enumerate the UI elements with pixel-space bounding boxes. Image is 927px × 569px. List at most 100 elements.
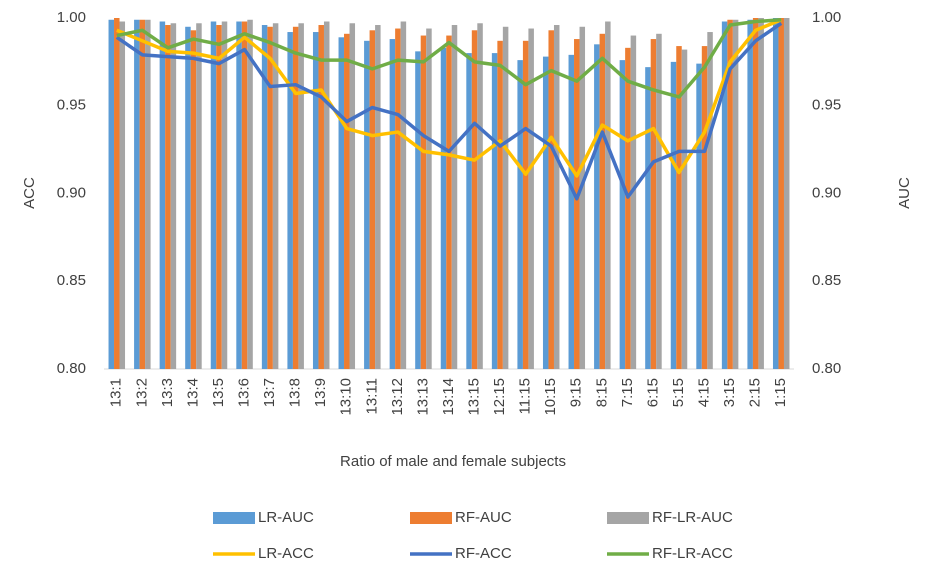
bar (170, 23, 177, 369)
bar (594, 44, 600, 369)
bar (491, 53, 498, 369)
legend-swatch (607, 512, 649, 524)
bar (415, 51, 421, 369)
bar (548, 30, 554, 369)
bar (364, 40, 370, 369)
bar (727, 19, 733, 369)
bar (190, 30, 197, 369)
x-tick-label: 6:15 (644, 378, 661, 407)
bar (375, 25, 381, 370)
x-tick-label: 13:1 (108, 378, 125, 407)
bar (466, 53, 472, 369)
bar (625, 47, 631, 370)
bar (522, 40, 529, 369)
bar (497, 40, 503, 369)
y-tick-label: 0.95 (57, 97, 86, 114)
bar (261, 25, 268, 370)
y2-axis-title: AUC (896, 177, 913, 209)
bar (221, 21, 228, 369)
x-axis-title: Ratio of male and female subjects (340, 453, 566, 470)
bar (165, 25, 171, 370)
line (116, 18, 782, 178)
bar (210, 21, 217, 369)
bar (389, 39, 396, 370)
x-tick-label: 10:15 (542, 378, 559, 416)
bar (471, 30, 478, 369)
x-tick-label: 7:15 (619, 378, 636, 407)
bar (108, 19, 115, 369)
legend-label: RF-LR-ACC (652, 545, 733, 562)
y2-tick-label: 0.95 (812, 97, 841, 114)
bar (185, 26, 191, 370)
bar (650, 39, 657, 370)
x-tick-label: 5:15 (670, 378, 687, 407)
bar (778, 18, 784, 369)
x-tick-label: 11:15 (517, 378, 534, 414)
x-tick-label: 13:4 (184, 378, 201, 407)
x-tick-label: 3:15 (721, 378, 738, 407)
bar (477, 23, 483, 369)
bar (241, 21, 248, 369)
y-tick-label: 0.80 (57, 360, 86, 377)
x-tick-label: 13:9 (312, 378, 329, 407)
bar (747, 19, 753, 369)
y2-tick-label: 0.90 (812, 184, 841, 201)
x-tick-label: 12:15 (491, 378, 508, 416)
bar (349, 23, 356, 369)
bar (517, 60, 523, 370)
bar (783, 18, 790, 369)
bar (298, 23, 304, 369)
legend-label: LR-ACC (258, 545, 314, 562)
x-tick-label: 1:15 (772, 378, 789, 407)
x-tick-label: 13:10 (338, 378, 355, 416)
bar (752, 18, 759, 369)
bar (292, 26, 299, 370)
bar (196, 23, 202, 369)
x-tick-label: 13:14 (440, 378, 457, 416)
x-tick-label: 13:6 (236, 378, 253, 407)
x-tick-label: 13:15 (466, 378, 483, 416)
y-tick-label: 1.00 (57, 9, 86, 26)
bar (272, 23, 279, 369)
y-axis-title: ACC (21, 177, 38, 209)
bar (134, 19, 140, 369)
bar (145, 19, 151, 369)
y2-tick-label: 1.00 (812, 9, 841, 26)
x-tick-label: 4:15 (696, 378, 713, 407)
x-tick-label: 13:5 (210, 378, 227, 407)
x-tick-label: 13:3 (159, 378, 176, 407)
bar (574, 39, 580, 370)
bar (676, 46, 682, 369)
bar (656, 33, 662, 370)
bar (772, 18, 779, 369)
x-tick-label: 8:15 (593, 378, 610, 407)
bar (630, 35, 637, 370)
bar (446, 35, 452, 370)
bar (344, 33, 350, 370)
bar (338, 37, 345, 370)
x-tick-label: 13:7 (261, 378, 278, 407)
bar (440, 47, 447, 370)
legend-label: LR-AUC (258, 509, 314, 526)
bar (721, 21, 728, 369)
bar (579, 26, 586, 370)
x-tick-label: 2:15 (747, 378, 764, 407)
y2-tick-label: 0.85 (812, 272, 841, 289)
bar (139, 19, 146, 369)
bar (426, 28, 432, 370)
bar (696, 63, 702, 369)
legend-swatch (410, 512, 452, 524)
bar (732, 19, 739, 369)
bar (159, 21, 166, 369)
bar (605, 21, 611, 369)
x-tick-label: 13:12 (389, 378, 406, 416)
legend-swatch (213, 512, 255, 524)
x-tick-label: 13:11 (363, 378, 380, 414)
y-tick-label: 0.90 (57, 184, 86, 201)
y2-tick-label: 0.80 (812, 360, 841, 377)
bar (568, 54, 575, 369)
bar (400, 21, 407, 369)
bar (670, 61, 677, 369)
